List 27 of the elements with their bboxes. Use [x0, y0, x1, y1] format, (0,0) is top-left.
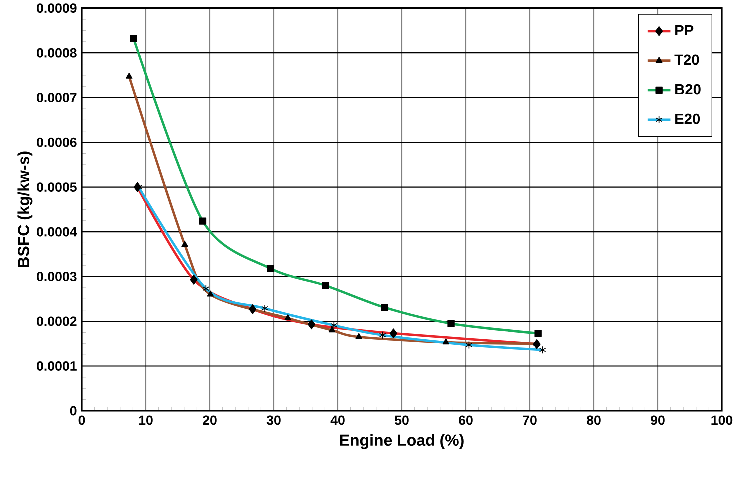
- y-tick-label: 0.0001: [37, 362, 77, 371]
- x-tick-label: 10: [139, 416, 153, 426]
- y-tick-label: 0.0008: [37, 48, 77, 58]
- y-tick-label: 0: [70, 406, 77, 416]
- x-tick-label: 80: [587, 416, 601, 426]
- y-tick-label: 0.0009: [37, 4, 77, 14]
- x-tick-label: 40: [330, 416, 345, 426]
- legend-label: T20: [674, 54, 700, 66]
- x-tick-label: 90: [651, 416, 665, 426]
- x-tick-label: 60: [459, 416, 473, 426]
- y-tick-label: 0.0007: [37, 93, 77, 103]
- y-tick-label: 0.0002: [37, 316, 77, 326]
- x-tick-label: 0: [78, 416, 86, 426]
- legend-label: PP: [676, 25, 694, 36]
- y-tick-label: 0.0004: [37, 227, 78, 237]
- y-axis-title: BSFC (kg/kw-s): [18, 152, 33, 268]
- y-tick-label: 0.0005: [37, 182, 77, 192]
- legend-label: E20: [676, 114, 700, 124]
- x-tick-label: 30: [266, 416, 281, 426]
- x-tick-label: 70: [523, 416, 537, 426]
- x-tick-label: 100: [712, 416, 733, 426]
- x-axis-title: Engine Load (%): [340, 434, 464, 450]
- legend-label: B20: [676, 84, 701, 95]
- x-tick-label: 20: [203, 416, 217, 426]
- y-tick-label: 0.0006: [37, 138, 77, 148]
- y-tick-label: 0.0003: [37, 272, 77, 282]
- x-tick-label: 50: [395, 416, 409, 426]
